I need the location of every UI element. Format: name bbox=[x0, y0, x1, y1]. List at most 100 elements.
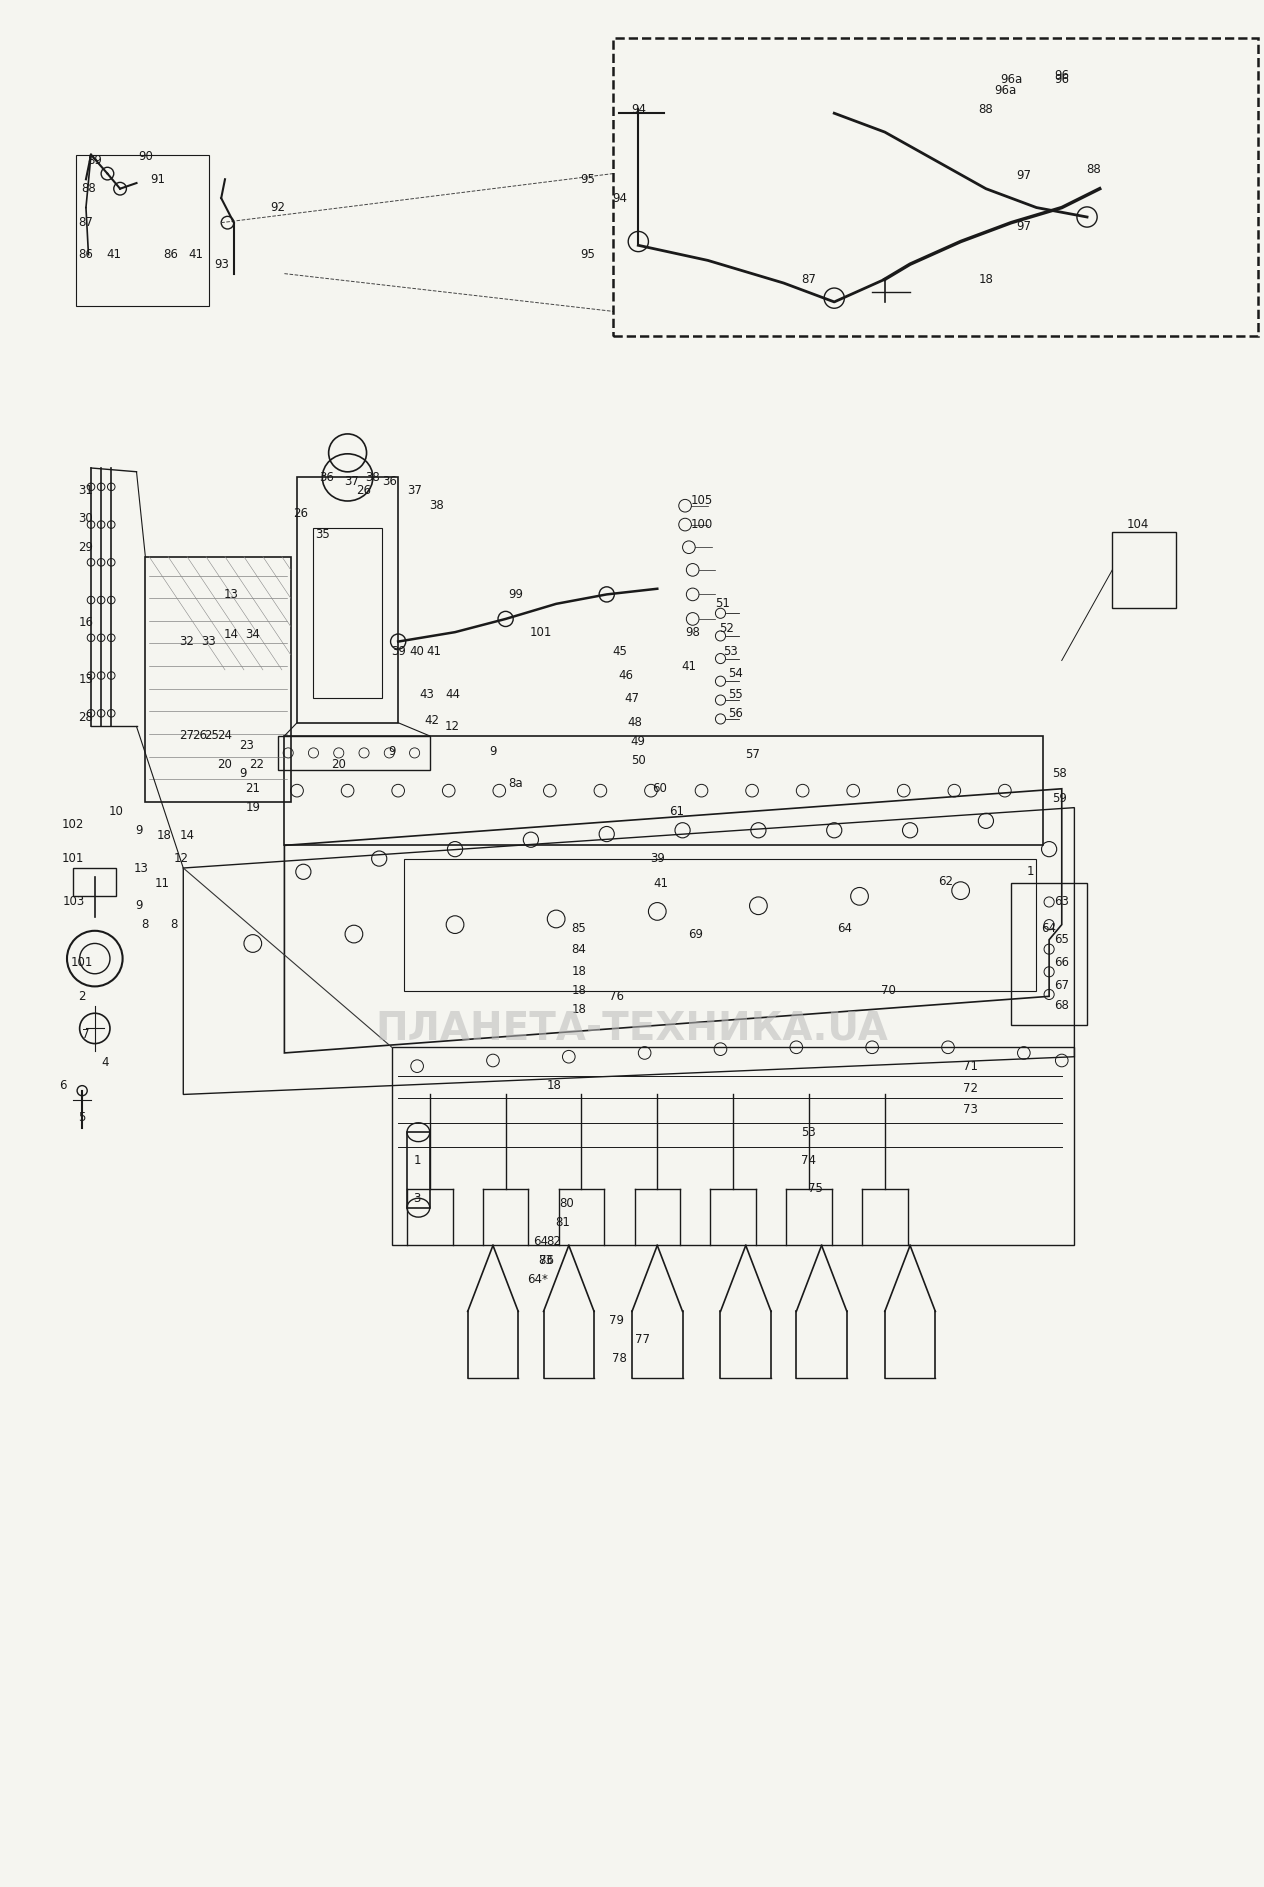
Text: 1: 1 bbox=[413, 1155, 421, 1166]
Text: 96a: 96a bbox=[1000, 74, 1023, 85]
Text: 78: 78 bbox=[612, 1353, 627, 1364]
Text: 75: 75 bbox=[808, 1183, 823, 1194]
Text: 9: 9 bbox=[239, 768, 246, 779]
Text: 62: 62 bbox=[938, 876, 953, 887]
Text: 36: 36 bbox=[319, 472, 334, 483]
Text: 21: 21 bbox=[245, 783, 260, 794]
Text: 101: 101 bbox=[71, 957, 94, 968]
Text: 99: 99 bbox=[508, 589, 523, 600]
Text: 87: 87 bbox=[801, 274, 817, 285]
Text: 90: 90 bbox=[138, 151, 153, 162]
Text: 34: 34 bbox=[245, 628, 260, 640]
Text: 39: 39 bbox=[650, 853, 665, 864]
Bar bbox=[1112, 532, 1176, 608]
Text: 41: 41 bbox=[426, 645, 441, 657]
Bar bbox=[404, 859, 1036, 991]
Text: 104: 104 bbox=[1126, 519, 1149, 530]
Text: 89: 89 bbox=[87, 155, 102, 166]
Text: 52: 52 bbox=[719, 623, 734, 634]
Text: 86: 86 bbox=[78, 249, 94, 260]
Text: 64: 64 bbox=[1042, 923, 1057, 934]
Text: 5: 5 bbox=[78, 1111, 86, 1123]
Text: 53: 53 bbox=[801, 1127, 817, 1138]
Text: 72: 72 bbox=[963, 1083, 978, 1094]
Text: 95: 95 bbox=[580, 249, 595, 260]
Text: 50: 50 bbox=[631, 755, 646, 766]
Text: 24: 24 bbox=[217, 730, 233, 742]
Text: 45: 45 bbox=[612, 645, 627, 657]
Bar bbox=[284, 736, 1043, 845]
Text: 37: 37 bbox=[344, 476, 359, 487]
Text: 41: 41 bbox=[188, 249, 204, 260]
Text: 79: 79 bbox=[609, 1315, 624, 1327]
Text: 20: 20 bbox=[331, 759, 346, 770]
Text: 1: 1 bbox=[1026, 866, 1034, 877]
Text: 25: 25 bbox=[204, 730, 219, 742]
Text: 8: 8 bbox=[142, 919, 149, 930]
Text: 76: 76 bbox=[538, 1255, 554, 1266]
Text: 29: 29 bbox=[78, 542, 94, 553]
Text: 70: 70 bbox=[881, 985, 896, 996]
Bar bbox=[278, 736, 430, 770]
Text: 64: 64 bbox=[837, 923, 852, 934]
Text: 77: 77 bbox=[635, 1334, 650, 1345]
Bar bbox=[297, 477, 398, 723]
Text: 19: 19 bbox=[245, 802, 260, 813]
Text: 6: 6 bbox=[59, 1079, 67, 1091]
Text: 96a: 96a bbox=[994, 85, 1016, 96]
Text: 41: 41 bbox=[106, 249, 121, 260]
Text: 41: 41 bbox=[653, 877, 669, 889]
Text: 57: 57 bbox=[744, 749, 760, 760]
Text: ПЛАНЕТА-ТЕХНИКА.UA: ПЛАНЕТА-ТЕХНИКА.UA bbox=[375, 1010, 889, 1047]
Text: 18: 18 bbox=[571, 966, 586, 977]
Text: 27: 27 bbox=[179, 730, 195, 742]
Bar bbox=[313, 528, 382, 698]
Text: 59: 59 bbox=[1052, 793, 1067, 804]
Text: 67: 67 bbox=[1054, 979, 1069, 991]
Text: 44: 44 bbox=[445, 689, 460, 700]
Text: 14: 14 bbox=[179, 830, 195, 842]
Text: 46: 46 bbox=[618, 670, 633, 681]
Text: 101: 101 bbox=[62, 853, 85, 864]
Bar bbox=[145, 557, 291, 802]
Text: 43: 43 bbox=[420, 689, 435, 700]
Text: 84: 84 bbox=[571, 944, 586, 955]
Text: 9: 9 bbox=[135, 825, 143, 836]
Text: 91: 91 bbox=[150, 174, 166, 185]
Text: 31: 31 bbox=[78, 485, 94, 496]
Text: 42: 42 bbox=[425, 715, 440, 726]
Bar bbox=[407, 1132, 430, 1208]
Text: 7: 7 bbox=[82, 1028, 90, 1040]
Text: 97: 97 bbox=[1016, 221, 1031, 232]
Text: 88: 88 bbox=[978, 104, 994, 115]
Text: 12: 12 bbox=[173, 853, 188, 864]
Text: 81: 81 bbox=[555, 1217, 570, 1228]
Text: 63: 63 bbox=[1054, 896, 1069, 908]
Text: 51: 51 bbox=[715, 598, 731, 610]
Text: 33: 33 bbox=[201, 636, 216, 647]
Text: 69: 69 bbox=[688, 928, 703, 940]
Text: 41: 41 bbox=[681, 660, 696, 672]
Text: 18: 18 bbox=[157, 830, 172, 842]
Text: 64: 64 bbox=[533, 1236, 549, 1247]
Text: 8: 8 bbox=[171, 919, 178, 930]
Text: 68: 68 bbox=[1054, 1000, 1069, 1011]
Text: 73: 73 bbox=[963, 1104, 978, 1115]
Text: 28: 28 bbox=[78, 711, 94, 723]
Text: 40: 40 bbox=[410, 645, 425, 657]
Text: 9: 9 bbox=[489, 745, 497, 757]
Text: 47: 47 bbox=[624, 693, 640, 704]
Bar bbox=[76, 155, 209, 306]
Text: 13: 13 bbox=[224, 589, 239, 600]
Text: 26: 26 bbox=[356, 485, 372, 496]
Text: 54: 54 bbox=[728, 668, 743, 679]
Text: 83: 83 bbox=[538, 1255, 554, 1266]
Text: 10: 10 bbox=[109, 806, 124, 817]
Text: 11: 11 bbox=[154, 877, 169, 889]
Text: 22: 22 bbox=[249, 759, 264, 770]
Text: 88: 88 bbox=[81, 183, 96, 194]
Text: 30: 30 bbox=[78, 513, 94, 525]
Text: 97: 97 bbox=[1016, 170, 1031, 181]
Text: 71: 71 bbox=[963, 1060, 978, 1072]
Text: 26: 26 bbox=[192, 730, 207, 742]
